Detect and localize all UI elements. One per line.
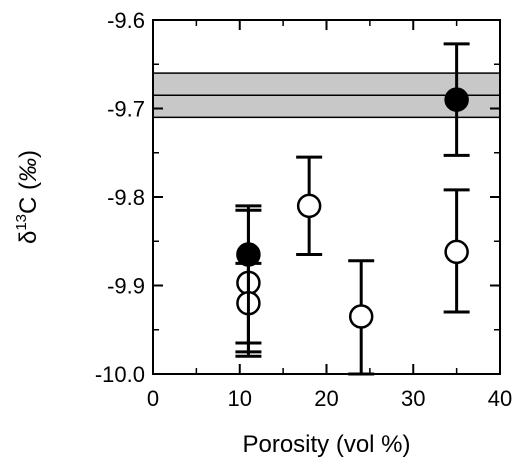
y-tick-label: -9.8 bbox=[107, 185, 145, 210]
x-tick-label: 0 bbox=[147, 386, 159, 411]
marker bbox=[236, 242, 261, 267]
marker bbox=[444, 87, 469, 112]
y-tick-label: -9.6 bbox=[107, 8, 145, 33]
y-tick-label: -9.9 bbox=[107, 274, 145, 299]
y-axis-label-delta: δ bbox=[15, 231, 42, 244]
y-tick-label: -9.7 bbox=[107, 97, 145, 122]
x-tick-label: 20 bbox=[314, 386, 338, 411]
filled-data-point bbox=[443, 42, 470, 157]
open-data-point bbox=[348, 259, 375, 376]
y-axis-label-superscript: 13 bbox=[13, 214, 30, 231]
x-tick-label: 30 bbox=[401, 386, 425, 411]
y-axis-label-unit: ‰ bbox=[15, 158, 42, 182]
x-tick-label: 40 bbox=[488, 386, 512, 411]
open-data-point bbox=[443, 188, 470, 314]
marker bbox=[348, 304, 374, 329]
y-tick-label: -10.0 bbox=[95, 362, 145, 387]
marker bbox=[296, 193, 322, 219]
filled-data-point bbox=[235, 204, 262, 354]
y-axis-label-close: ) bbox=[15, 150, 42, 158]
open-data-point bbox=[296, 155, 323, 257]
y-axis-label-element: C ( bbox=[15, 182, 42, 214]
x-tick-label: 10 bbox=[228, 386, 252, 411]
y-axis-label: δ13C (‰) bbox=[13, 150, 42, 244]
marker bbox=[444, 239, 469, 265]
x-axis-label: Porosity (vol %) bbox=[242, 431, 410, 458]
